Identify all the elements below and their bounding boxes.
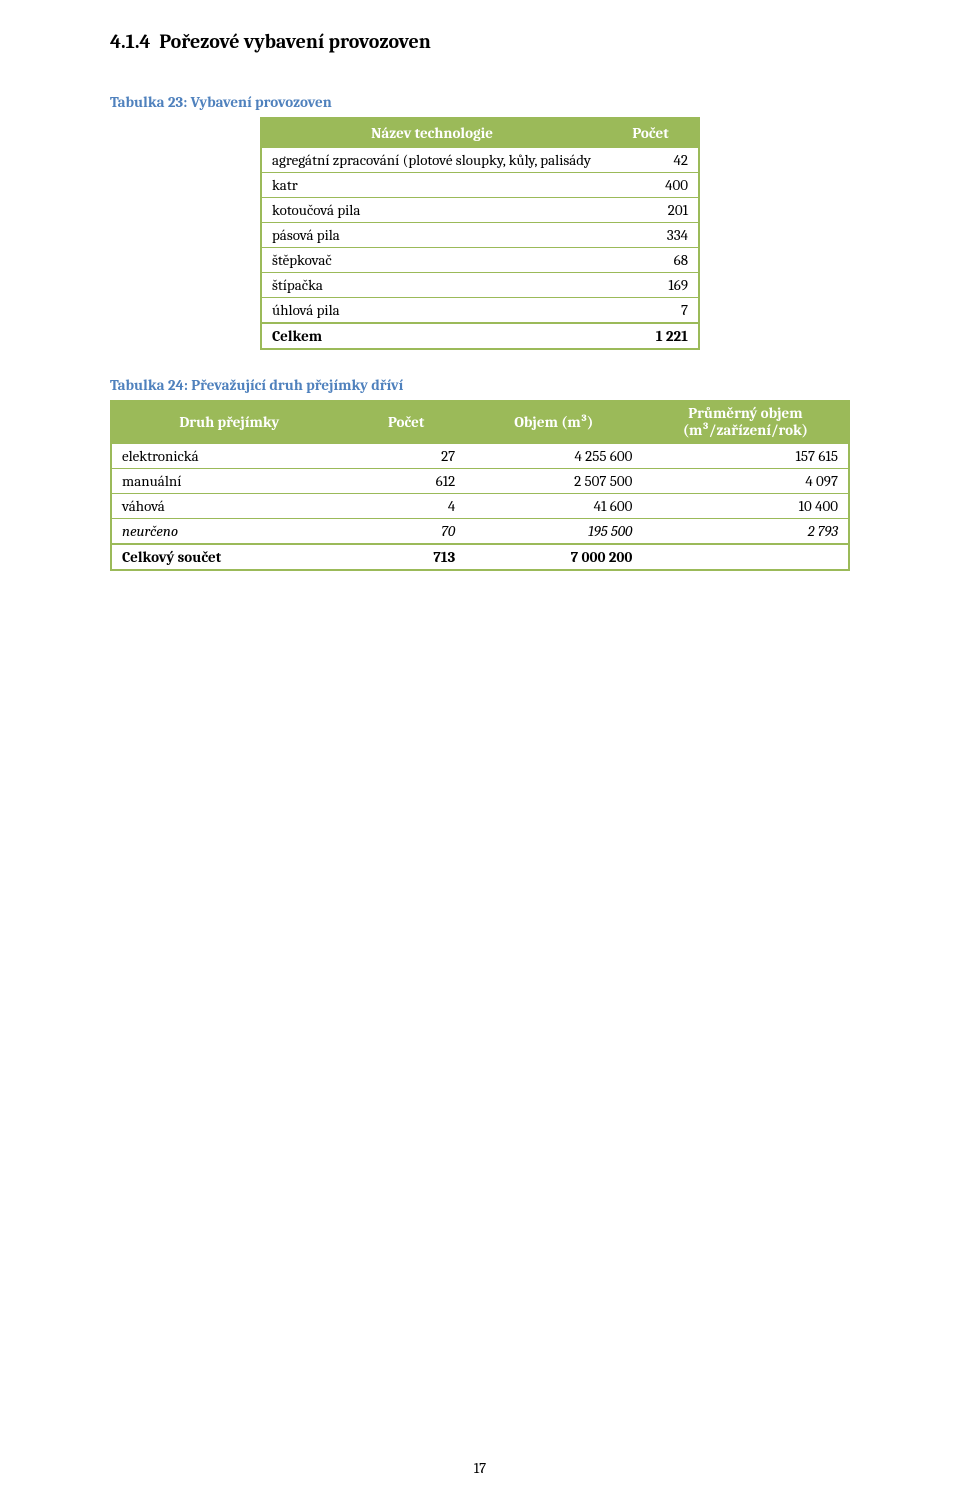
cell-label: agregátní zpracování (plotové sloupky, k… [261,148,603,173]
table24-h2: Počet [347,401,465,443]
cell-value: 7 [603,298,699,324]
cell-avg: 4 097 [642,468,849,493]
table-row: kotoučová pila201 [261,198,699,223]
total-label: Celkem [261,323,603,349]
table23-h1: Název technologie [261,118,603,148]
table24: Druh přejímky Počet Objem (m³) Průměrný … [110,400,850,571]
total-count: 713 [347,544,465,570]
cell-value: 201 [603,198,699,223]
table23-caption: Tabulka 23: Vybavení provozoven [110,93,850,111]
table-total-row: Celkem1 221 [261,323,699,349]
cell-volume: 4 255 600 [465,443,642,468]
cell-label: neurčeno [111,518,347,544]
cell-value: 400 [603,173,699,198]
cell-label: štěpkovač [261,248,603,273]
cell-label: váhová [111,493,347,518]
cell-value: 169 [603,273,699,298]
cell-label: elektronická [111,443,347,468]
table-row: váhová441 60010 400 [111,493,849,518]
cell-avg: 2 793 [642,518,849,544]
table-row: elektronická274 255 600157 615 [111,443,849,468]
table24-h3: Objem (m³) [465,401,642,443]
total-volume: 7 000 200 [465,544,642,570]
total-value: 1 221 [603,323,699,349]
table-total-row: Celkový součet7137 000 200 [111,544,849,570]
table24-wrapper: Druh přejímky Počet Objem (m³) Průměrný … [110,400,850,571]
cell-avg: 157 615 [642,443,849,468]
page-number: 17 [0,1459,960,1477]
table23-body: agregátní zpracování (plotové sloupky, k… [261,148,699,350]
cell-value: 334 [603,223,699,248]
table-row: agregátní zpracování (plotové sloupky, k… [261,148,699,173]
table23-header-row: Název technologie Počet [261,118,699,148]
cell-value: 68 [603,248,699,273]
section-title: Pořezové vybavení provozoven [159,30,431,53]
total-label: Celkový součet [111,544,347,570]
cell-count: 27 [347,443,465,468]
cell-value: 42 [603,148,699,173]
table-row: úhlová pila7 [261,298,699,324]
table-row: pásová pila334 [261,223,699,248]
table24-h1: Druh přejímky [111,401,347,443]
cell-label: kotoučová pila [261,198,603,223]
cell-count: 70 [347,518,465,544]
cell-label: pásová pila [261,223,603,248]
table23-h2: Počet [603,118,699,148]
table24-header-row: Druh přejímky Počet Objem (m³) Průměrný … [111,401,849,443]
table-row: neurčeno70195 5002 793 [111,518,849,544]
cell-volume: 195 500 [465,518,642,544]
table24-caption: Tabulka 24: Převažující druh přejímky dř… [110,376,850,394]
cell-avg: 10 400 [642,493,849,518]
table23: Název technologie Počet agregátní zpraco… [260,117,700,350]
table-row: štípačka169 [261,273,699,298]
cell-count: 4 [347,493,465,518]
total-avg [642,544,849,570]
table24-body: elektronická274 255 600157 615manuální61… [111,443,849,570]
table-row: manuální6122 507 5004 097 [111,468,849,493]
cell-label: štípačka [261,273,603,298]
cell-label: úhlová pila [261,298,603,324]
cell-volume: 2 507 500 [465,468,642,493]
table-row: štěpkovač68 [261,248,699,273]
cell-label: manuální [111,468,347,493]
table24-h4: Průměrný objem (m³/zařízení/rok) [642,401,849,443]
cell-volume: 41 600 [465,493,642,518]
table24-h4-line2: (m³/zařízení/rok) [683,421,808,439]
section-heading: 4.1.4 Pořezové vybavení provozoven [110,30,850,53]
table-row: katr400 [261,173,699,198]
cell-label: katr [261,173,603,198]
cell-count: 612 [347,468,465,493]
section-number: 4.1.4 [110,30,150,53]
table24-h4-line1: Průměrný objem [688,404,802,422]
table23-wrapper: Název technologie Počet agregátní zpraco… [110,117,850,350]
